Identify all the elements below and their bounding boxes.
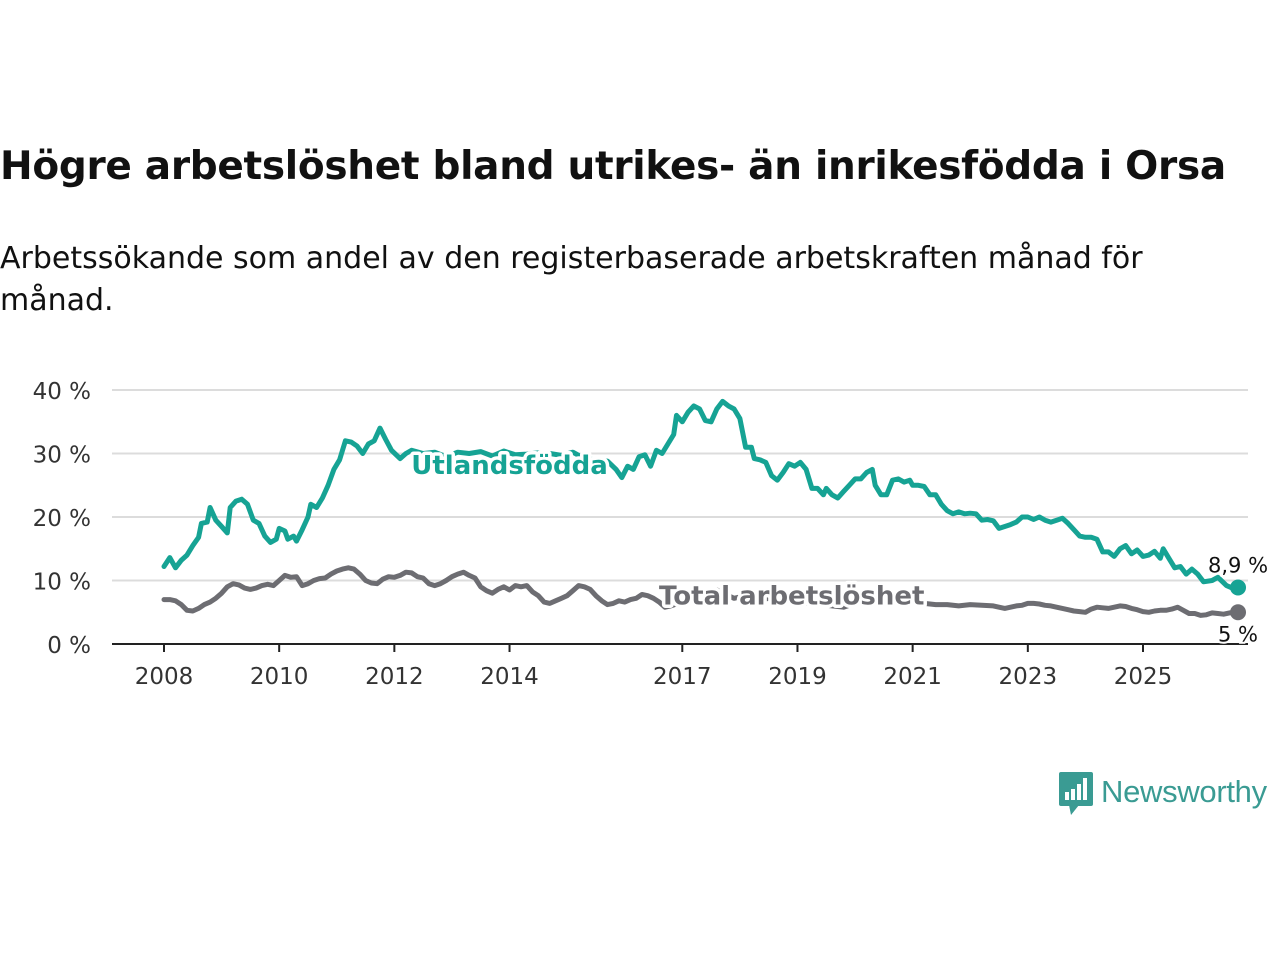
- series-line-total: [161, 565, 1241, 618]
- end-point-marker: [1230, 604, 1247, 621]
- x-tick-label: 2017: [653, 664, 712, 690]
- logo-bar-4: [1083, 778, 1087, 800]
- annotations: 8,9 % 5 % Utlandsfödda Total arbetslöshet: [408, 447, 1270, 648]
- y-tick-label: 20 %: [33, 506, 91, 532]
- y-tick-label: 0 %: [47, 633, 91, 659]
- line-chart: 0 % 10 % 20 % 30 % 40 % 2008 2010 2012 2014 2017…: [33, 379, 1270, 690]
- y-tick-label: 40 %: [33, 379, 91, 405]
- chart-title: Högre arbetslöshet bland utrikes- än inr…: [0, 144, 1226, 189]
- end-value-label: 8,9 %: [1208, 553, 1268, 577]
- brand-name: Newsworthy: [1101, 774, 1267, 809]
- bar-chart-speech-bubble-icon: [1059, 772, 1093, 815]
- logo-bar-1: [1065, 792, 1069, 800]
- series-label: Utlandsfödda: [411, 451, 608, 481]
- series-label: Total arbetslöshet: [659, 582, 924, 612]
- x-tick-label: 2008: [135, 664, 194, 690]
- y-tick-label: 30 %: [33, 443, 91, 469]
- x-tick-label: 2010: [250, 664, 309, 690]
- x-tick-label: 2025: [1114, 664, 1173, 690]
- x-tick-label: 2023: [999, 664, 1058, 690]
- logo-bubble-tail: [1069, 805, 1079, 815]
- logo-bar-2: [1071, 789, 1075, 800]
- x-tick-label: 2019: [768, 664, 827, 690]
- chart-subtitle: Arbetssökande som andel av den registerb…: [0, 241, 1143, 318]
- x-axis: 2008 2010 2012 2014 2017 2019 2021 2023 2025: [112, 643, 1248, 690]
- series-line-utlandsfodda: [161, 398, 1241, 591]
- newsworthy-logo: Newsworthy: [1059, 772, 1267, 818]
- series-lines: [161, 398, 1247, 621]
- x-tick-label: 2021: [883, 664, 942, 690]
- x-tick-label: 2014: [480, 664, 539, 690]
- y-tick-label: 10 %: [33, 570, 91, 596]
- y-axis-ticks: 0 % 10 % 20 % 30 % 40 %: [33, 379, 91, 659]
- end-point-marker: [1230, 579, 1247, 596]
- logo-bar-3: [1077, 784, 1081, 800]
- logo-bubble: [1059, 772, 1093, 806]
- x-tick-label: 2012: [365, 664, 424, 690]
- end-value-label: 5 %: [1218, 622, 1258, 646]
